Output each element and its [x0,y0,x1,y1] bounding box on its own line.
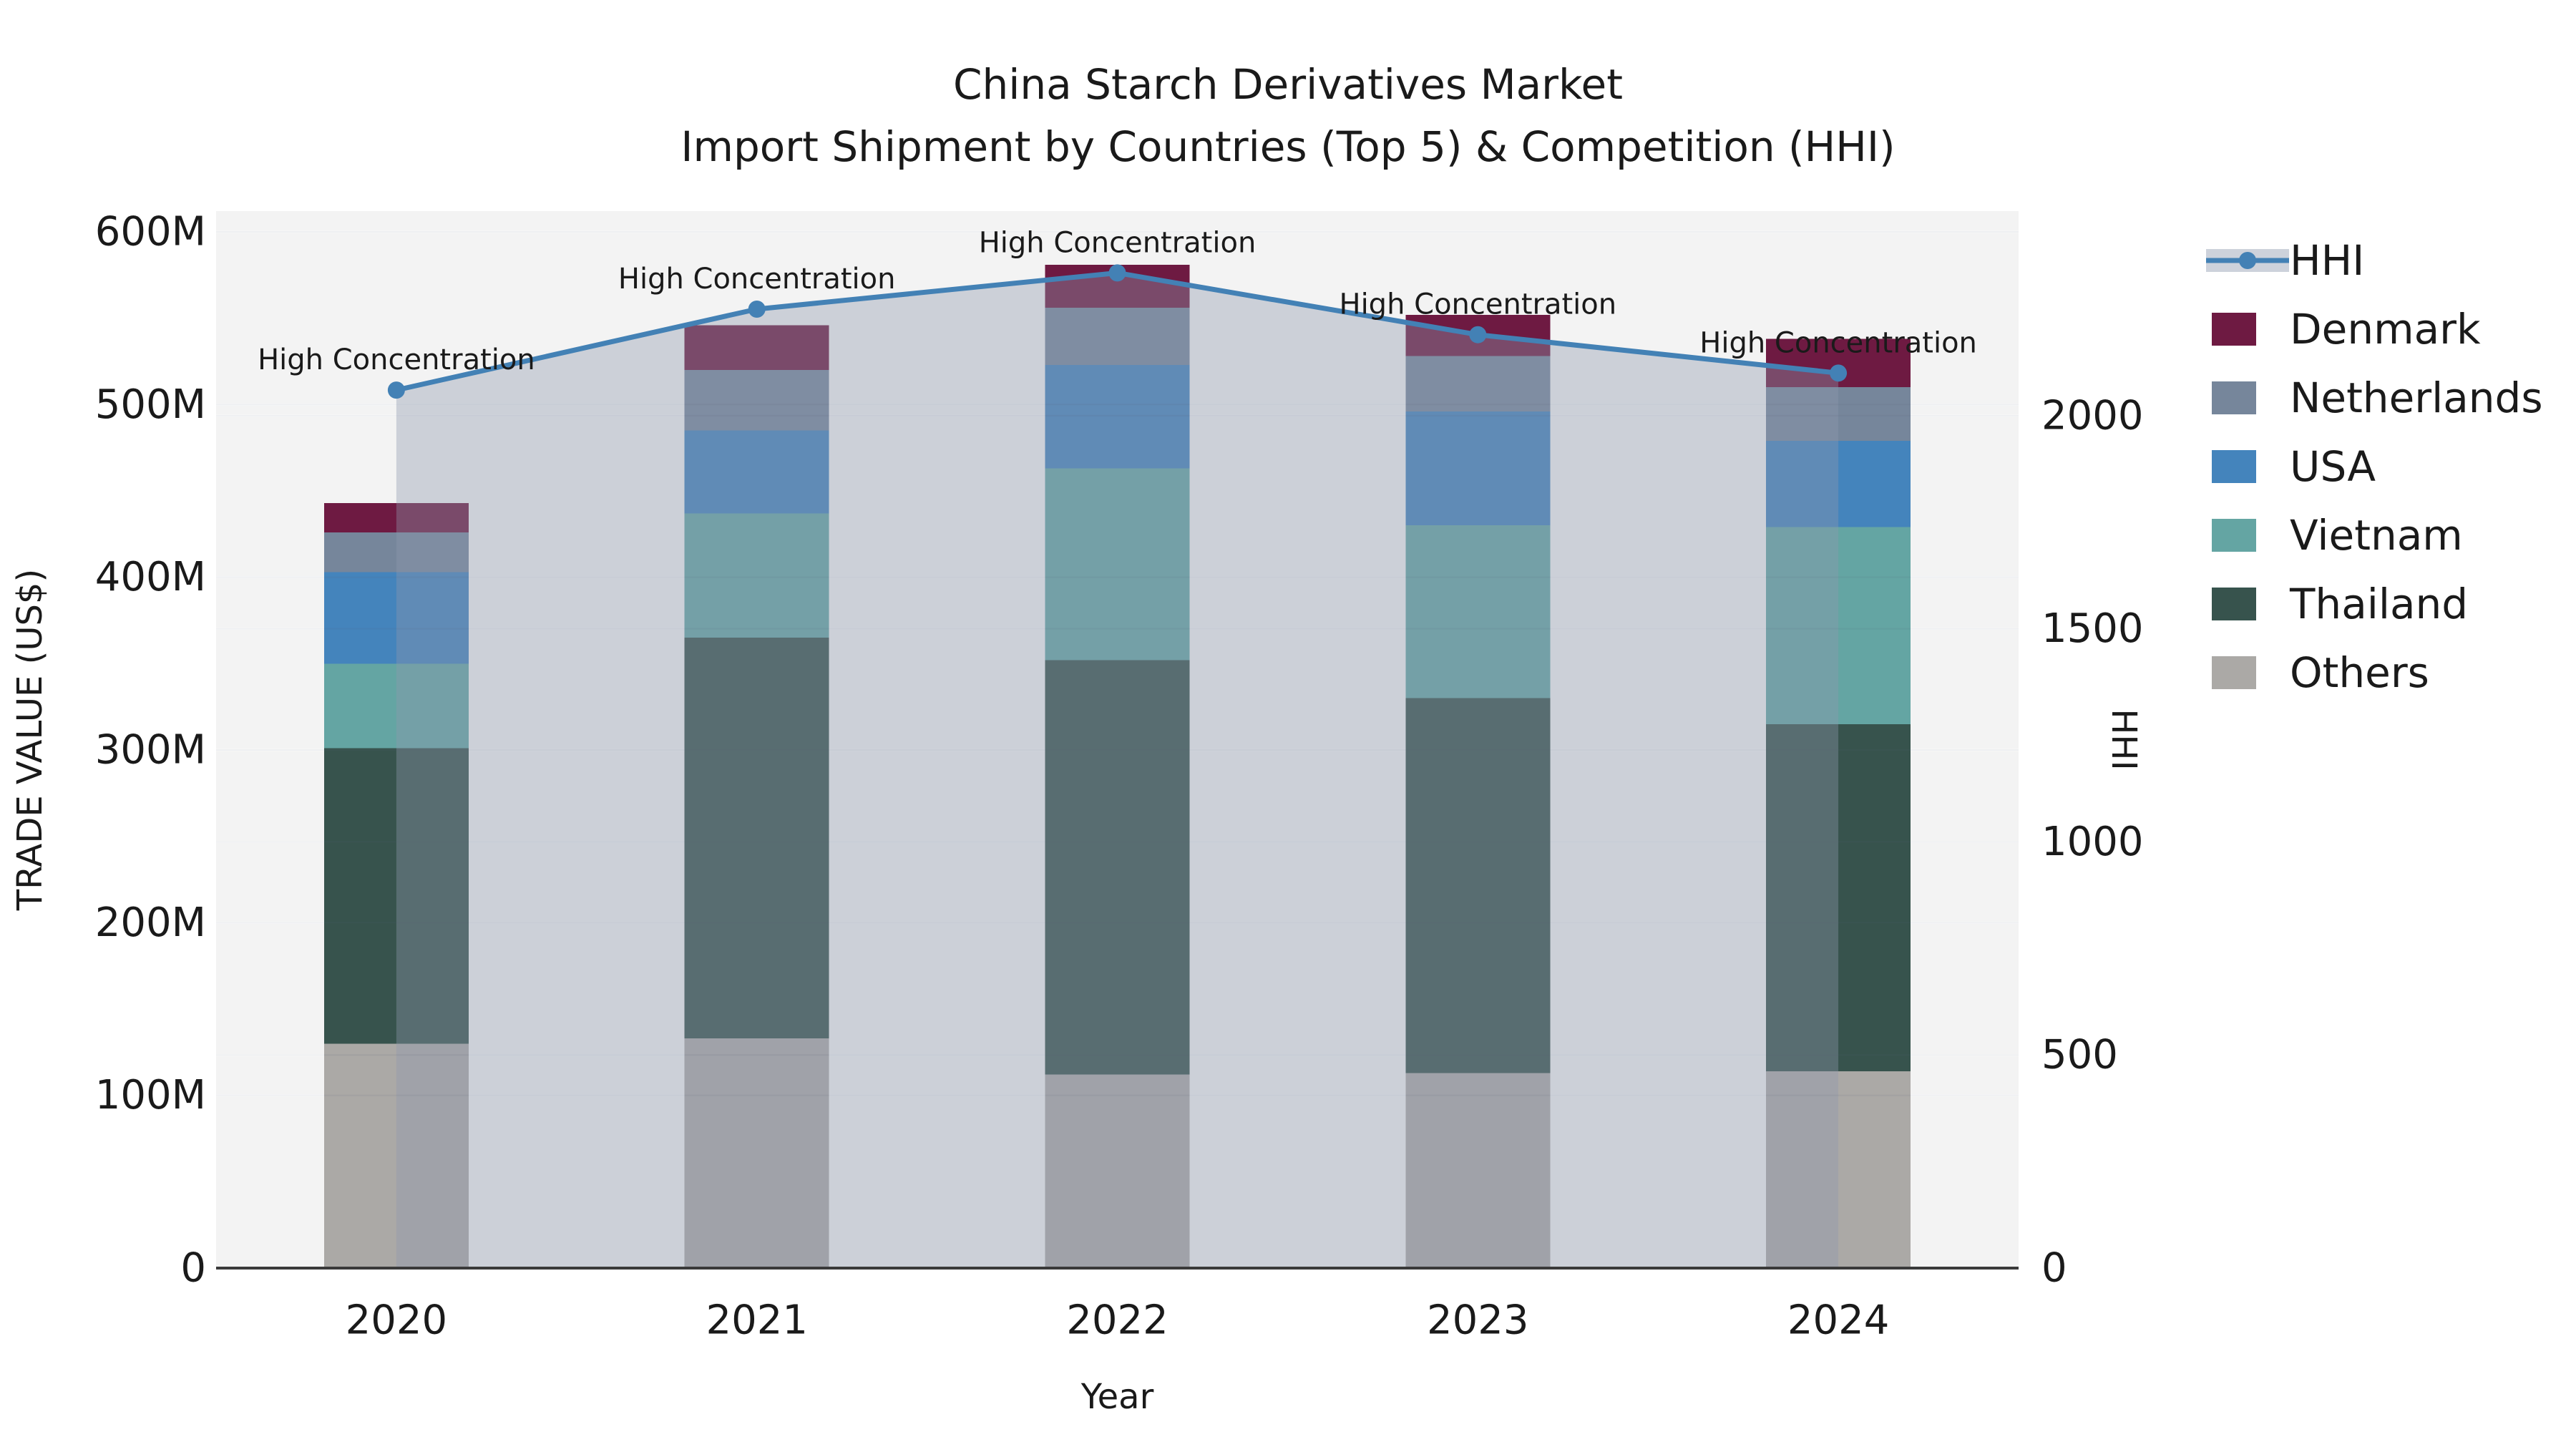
bar-segment-thailand-2022 [1045,660,1190,1075]
legend-label-usa: USA [2290,442,2376,491]
legend-label-others: Others [2290,648,2429,697]
bar-segment-vietnam-2021 [684,513,829,638]
bar-segment-usa-2020 [323,572,469,664]
x-tick-2023: 2023 [1427,1297,1529,1344]
chart-title-line2: Import Shipment by Countries (Top 5) & C… [680,122,1895,171]
bar-segment-netherlands-2024 [1766,387,1911,441]
x-tick-2021: 2021 [706,1297,808,1344]
bar-segment-others-2020 [323,1043,469,1268]
hhi-marker-2022 [1108,264,1126,282]
bar-segment-vietnam-2023 [1405,525,1551,698]
x-tick-2020: 2020 [346,1297,448,1344]
bar-segment-vietnam-2022 [1045,468,1190,661]
legend-hhi-marker-icon [2239,252,2256,269]
x-axis-label: Year [1080,1377,1154,1417]
x-tick-2022: 2022 [1066,1297,1169,1344]
bar-segment-others-2022 [1045,1074,1190,1268]
bar-segment-others-2023 [1405,1073,1551,1268]
bar-segment-vietnam-2020 [323,663,469,749]
bar-segment-thailand-2023 [1405,698,1551,1073]
x-tick-2024: 2024 [1787,1297,1890,1344]
hhi-marker-2021 [748,300,766,318]
chart-title-line1: China Starch Derivatives Market [953,60,1623,109]
y-axis-label-right: HHI [2104,708,2144,770]
bar-segment-denmark-2021 [684,325,829,371]
y-tick-left-300M: 300M [95,726,206,773]
bar-segment-usa-2023 [1405,411,1551,526]
annotation-2021: High Concentration [618,263,896,296]
legend-label-denmark: Denmark [2290,305,2481,354]
legend-swatch-thailand [2212,588,2256,620]
hhi-area [396,273,1839,1269]
y-tick-left-100M: 100M [95,1072,206,1119]
annotation-2024: High Concentration [1699,326,1977,359]
y-tick-right-0: 0 [2041,1245,2067,1292]
bar-segment-thailand-2024 [1766,723,1911,1071]
bar-segment-netherlands-2023 [1405,356,1551,411]
hhi-marker-2024 [1830,364,1848,382]
bar-segment-others-2021 [684,1038,829,1268]
legend-label-thailand: Thailand [2289,580,2468,628]
legend-swatch-netherlands [2212,381,2256,414]
y-tick-right-1000: 1000 [2041,819,2144,865]
y-tick-left-200M: 200M [95,900,206,946]
y-tick-right-1500: 1500 [2041,605,2144,652]
legend-swatch-others [2212,656,2256,689]
annotation-2020: High Concentration [258,343,535,376]
y-tick-left-400M: 400M [95,554,206,600]
legend-swatch-denmark [2212,313,2256,346]
bar-segment-usa-2021 [684,430,829,514]
y-tick-left-600M: 600M [95,208,206,255]
y-tick-left-0: 0 [180,1245,206,1292]
legend-label-vietnam: Vietnam [2290,511,2463,560]
bar-segment-netherlands-2022 [1045,308,1190,365]
bar-segment-usa-2022 [1045,364,1190,469]
legend-swatch-usa [2212,450,2256,483]
legend-swatch-vietnam [2212,519,2256,552]
bar-segment-vietnam-2024 [1766,527,1911,724]
bar-segment-usa-2024 [1766,440,1911,527]
y-tick-right-500: 500 [2041,1032,2118,1078]
bar-segment-netherlands-2021 [684,370,829,431]
legend-label-hhi: HHI [2290,236,2364,285]
annotation-2022: High Concentration [979,226,1257,259]
bar-segment-thailand-2021 [684,638,829,1039]
legend-label-netherlands: Netherlands [2290,374,2543,422]
y-axis-label-left: TRADE VALUE (US$) [10,569,50,911]
y-tick-right-2000: 2000 [2041,392,2144,439]
bar-segment-thailand-2020 [323,748,469,1044]
bar-segment-others-2024 [1766,1071,1911,1268]
annotation-2023: High Concentration [1339,288,1616,321]
hhi-marker-2020 [387,381,405,399]
hhi-marker-2023 [1469,326,1487,343]
bar-segment-denmark-2020 [323,502,469,532]
y-tick-left-500M: 500M [95,381,206,428]
bar-segment-netherlands-2020 [323,532,469,572]
